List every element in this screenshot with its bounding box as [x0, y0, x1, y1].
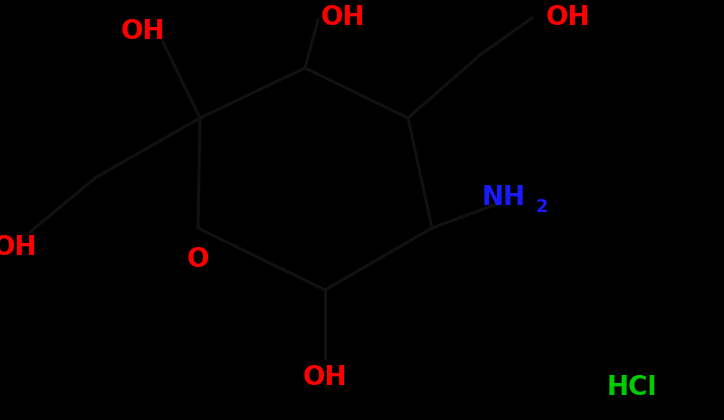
Text: OH: OH [303, 365, 348, 391]
Text: HCl: HCl [607, 375, 657, 401]
Text: O: O [187, 247, 209, 273]
Text: OH: OH [546, 5, 590, 31]
Text: OH: OH [321, 5, 365, 31]
Text: OH: OH [121, 19, 165, 45]
Text: NH: NH [482, 185, 526, 211]
Text: 2: 2 [536, 198, 548, 216]
Text: OH: OH [0, 235, 37, 261]
